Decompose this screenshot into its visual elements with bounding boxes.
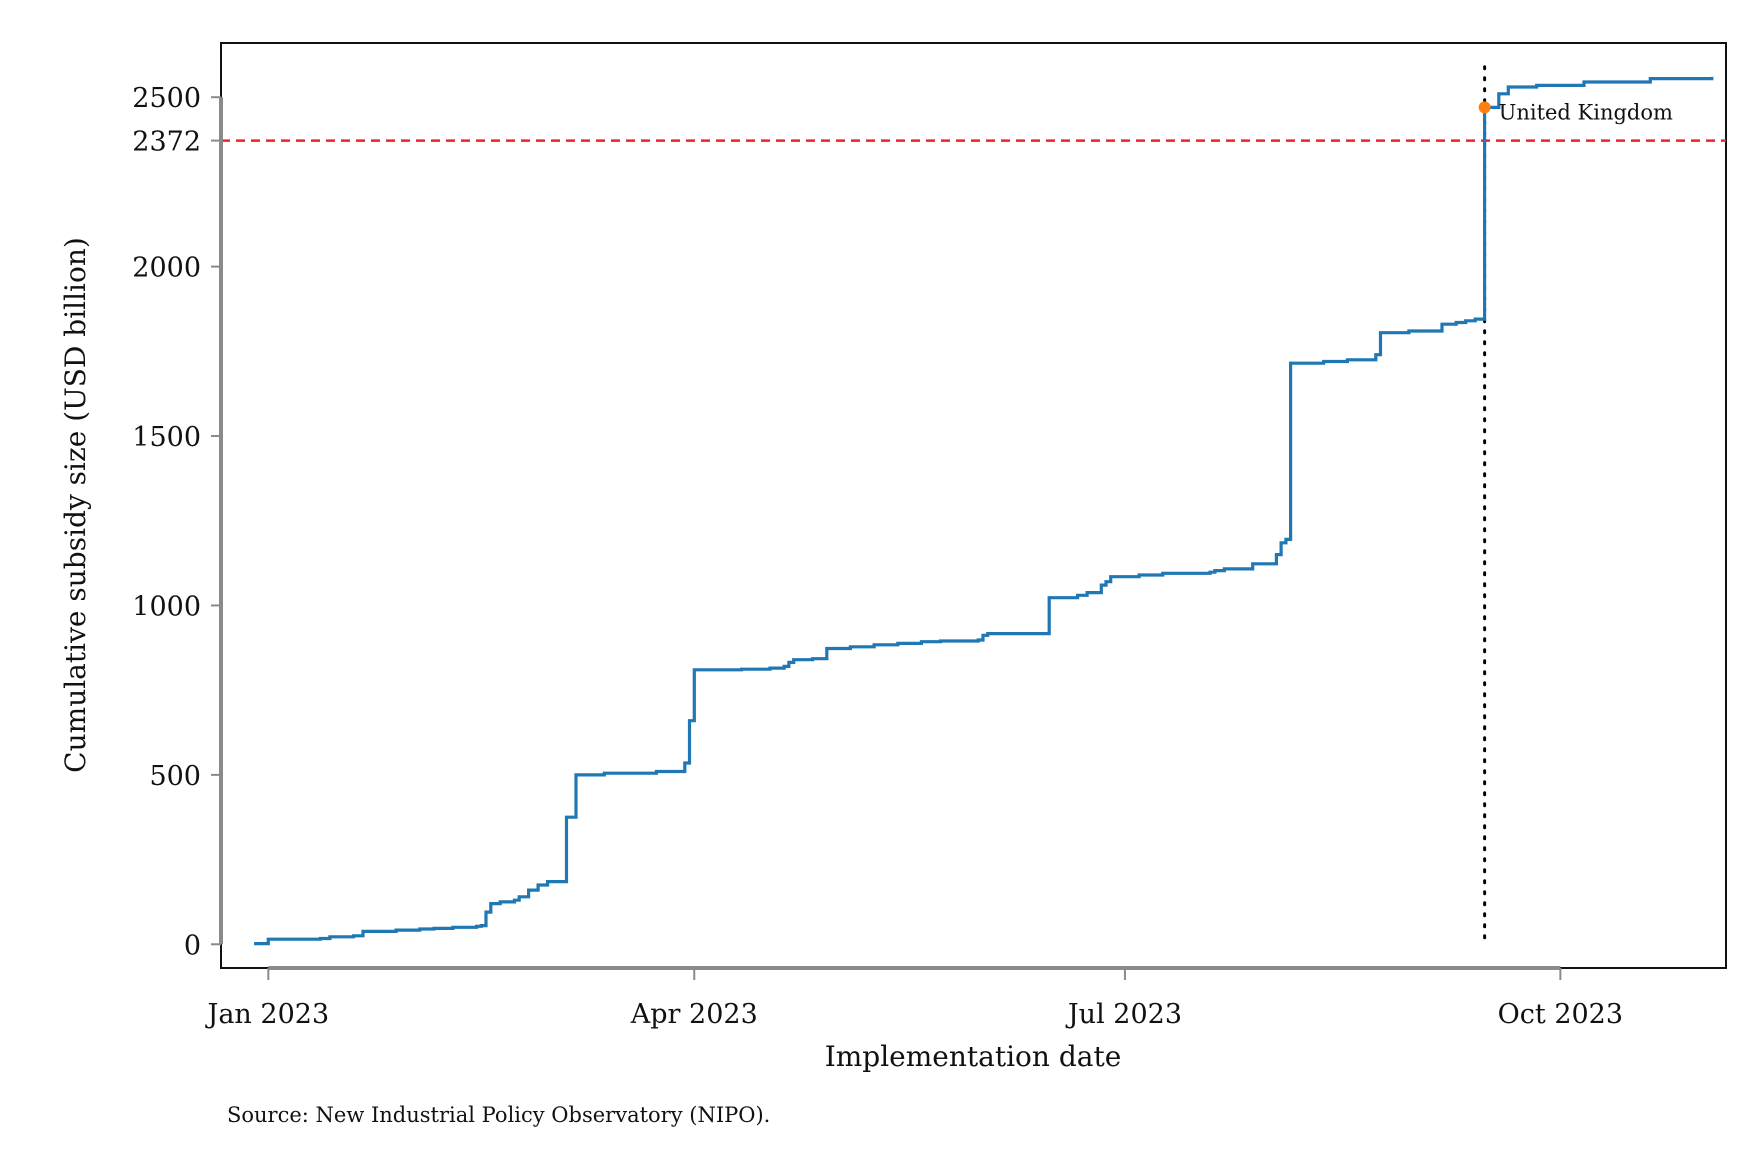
x-tick-label: Oct 2023 <box>1498 999 1623 1030</box>
x-axis: Jan 2023 Apr 2023 Jul 2023 Oct 2023 <box>205 966 1623 1030</box>
y-tick-label: 500 <box>149 761 201 792</box>
y-axis: 0 500 1000 1500 2000 2372 2500 <box>132 83 223 961</box>
x-tick-label: Apr 2023 <box>630 999 758 1030</box>
series-line <box>254 76 1714 946</box>
x-axis-title: Implementation date <box>825 1040 1122 1073</box>
annotation-label: United Kingdom <box>1499 100 1673 124</box>
source-note: Source: New Industrial Policy Observator… <box>227 1103 770 1127</box>
plot-frame <box>220 42 1727 969</box>
y-tick-label: 2500 <box>132 83 201 114</box>
annotation-group: United Kingdom <box>1478 100 1673 124</box>
y-tick-label: 1500 <box>132 422 201 453</box>
y-tick-label: 2372 <box>132 127 201 158</box>
y-tick-label: 2000 <box>132 253 201 284</box>
series-group <box>254 76 1714 946</box>
y-tick-label: 1000 <box>132 591 201 622</box>
y-tick-label: 0 <box>184 930 201 961</box>
annotation-marker <box>1478 101 1491 114</box>
x-tick-label: Jul 2023 <box>1065 999 1182 1030</box>
y-axis-title: Cumulative subsidy size (USD billion) <box>59 237 92 773</box>
x-tick-label: Jan 2023 <box>205 999 330 1030</box>
